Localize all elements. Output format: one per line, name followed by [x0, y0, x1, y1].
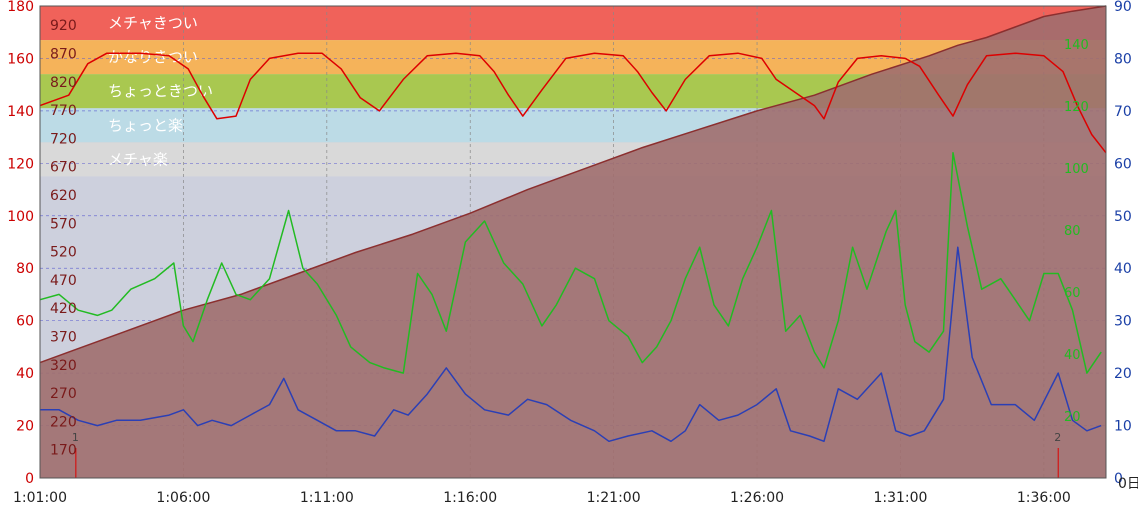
series-area [40, 6, 1106, 478]
left-tick-label: 80 [16, 261, 34, 277]
series-group [39, 5, 1107, 478]
left-tick-label: 0 [25, 471, 34, 487]
right-tick-label: 20 [1114, 366, 1132, 382]
power-tick-label: 920 [50, 18, 77, 34]
right-tick-label: 50 [1114, 209, 1132, 225]
x-tick-label: 1:06:00 [156, 490, 210, 506]
left-tick-label: 160 [7, 51, 34, 67]
x-tick-label: 1:11:00 [300, 490, 354, 506]
x-tick-label: 1:26:00 [730, 490, 784, 506]
x-tick-label: 1:21:00 [587, 490, 641, 506]
cadence-tick-label: 100 [1064, 162, 1089, 177]
right-tick-label: 70 [1114, 104, 1132, 120]
lap-label: 1 [72, 431, 79, 444]
left-tick-label: 20 [16, 419, 34, 435]
series-line [39, 52, 1107, 154]
zone-label: ちょっと楽 [108, 116, 183, 134]
x-tick-label: 1:31:00 [873, 490, 927, 506]
power-tick-label: 870 [50, 47, 77, 63]
axes: 0204060801001201401601800102030405060708… [7, 0, 1138, 506]
left-tick-label: 40 [16, 366, 34, 382]
power-tick-label: 170 [50, 443, 77, 459]
power-tick-label: 270 [50, 386, 77, 402]
left-tick-label: 180 [7, 0, 34, 15]
power-tick-label: 620 [50, 188, 77, 204]
left-tick-label: 120 [7, 156, 34, 172]
right-tick-label: 60 [1114, 156, 1132, 172]
right-tick-label: 90 [1114, 0, 1132, 15]
zone-label: かなりきつい [108, 48, 198, 66]
series-line [39, 152, 1102, 374]
series-line [40, 246, 1102, 443]
right-tick-label: 80 [1114, 51, 1132, 67]
power-tick-label: 470 [50, 273, 77, 289]
right-tick-label: 30 [1114, 314, 1132, 330]
power-tick-label: 420 [50, 301, 77, 317]
series-line [39, 5, 1107, 364]
zone-band [40, 6, 1106, 41]
cadence-tick-label: 20 [1064, 410, 1081, 425]
x-axis-end-label: 0日 [1118, 476, 1138, 492]
power-tick-label: 770 [50, 103, 77, 119]
x-tick-label: 1:16:00 [443, 490, 497, 506]
zone-label: メチャきつい [108, 14, 198, 32]
right-tick-label: 40 [1114, 261, 1132, 277]
x-tick-label: 1:36:00 [1017, 490, 1071, 506]
lap-label: 2 [1054, 431, 1061, 444]
cadence-tick-label: 80 [1064, 224, 1081, 239]
left-tick-label: 60 [16, 314, 34, 330]
cadence-tick-label: 140 [1064, 38, 1089, 53]
power-tick-label: 570 [50, 216, 77, 232]
zone-label: メチャ楽 [108, 150, 168, 168]
power-tick-label: 670 [50, 160, 77, 176]
right-tick-label: 0 [1114, 471, 1123, 487]
plot-frame [39, 5, 1107, 479]
zone-label: ちょっときつい [108, 82, 213, 100]
power-tick-label: 220 [50, 414, 77, 430]
cadence-tick-label: 40 [1064, 348, 1081, 363]
power-tick-label: 320 [50, 358, 77, 374]
right-tick-label: 10 [1114, 419, 1132, 435]
left-tick-label: 140 [7, 104, 34, 120]
power-tick-label: 820 [50, 75, 77, 91]
cadence-tick-label: 60 [1064, 286, 1081, 301]
power-tick-label: 720 [50, 131, 77, 147]
power-tick-label: 370 [50, 330, 77, 346]
left-tick-label: 100 [7, 209, 34, 225]
power-tick-label: 520 [50, 245, 77, 261]
cadence-tick-label: 120 [1064, 100, 1089, 115]
x-tick-label: 1:01:00 [13, 490, 67, 506]
